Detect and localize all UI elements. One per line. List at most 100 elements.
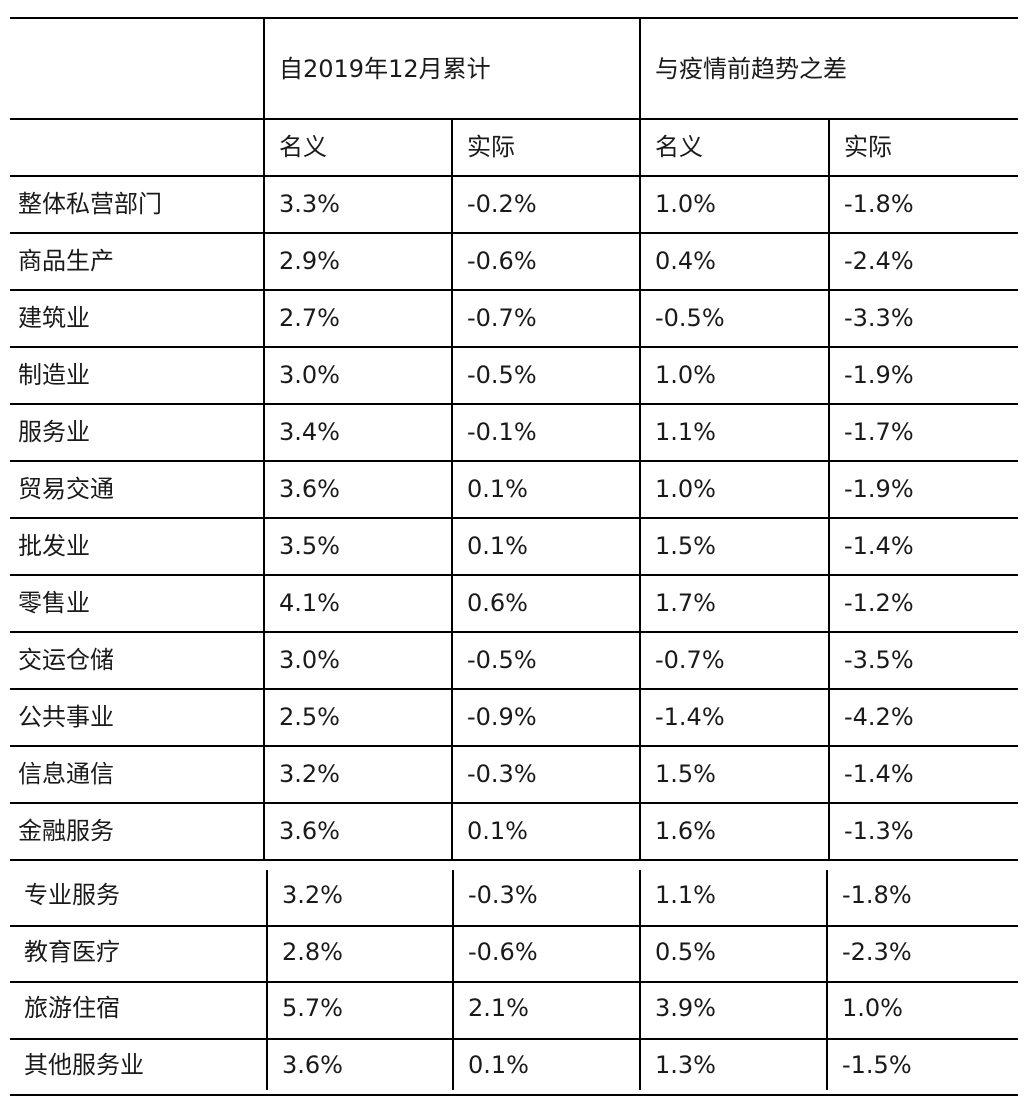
group-header: 与疫情前趋势之差 [655,55,847,83]
value-cell: -1.4% [844,532,914,560]
value-cell: -2.3% [842,938,912,966]
value-cell: -4.2% [844,703,914,731]
row-rule [10,232,1018,234]
value-cell: 4.1% [279,589,340,617]
value-cell: 1.5% [655,760,716,788]
row-rule [10,859,1018,861]
value-cell: 3.0% [279,646,340,674]
row-rule [10,346,1018,348]
row-rule [10,981,1018,983]
row-rule [10,460,1018,462]
row-label: 整体私营部门 [18,190,162,218]
value-cell: 0.1% [467,532,528,560]
value-cell: -3.5% [844,646,914,674]
value-cell: 1.6% [655,817,716,845]
value-cell: 1.0% [655,190,716,218]
value-cell: 0.5% [655,938,716,966]
row-label: 零售业 [18,589,90,617]
row-label: 教育医疗 [24,938,120,966]
value-cell: 1.3% [655,1051,716,1079]
row-rule [10,574,1018,576]
value-cell: -1.7% [844,418,914,446]
value-cell: 1.1% [655,881,716,909]
value-cell: -0.6% [467,247,537,275]
value-cell: -1.9% [844,475,914,503]
column-divider [266,870,268,1090]
value-cell: 2.5% [279,703,340,731]
value-cell: -3.3% [844,304,914,332]
value-cell: -1.4% [655,703,725,731]
row-label: 制造业 [18,361,90,389]
value-cell: -0.7% [655,646,725,674]
value-cell: 2.9% [279,247,340,275]
value-cell: -0.5% [467,361,537,389]
value-cell: -0.6% [468,938,538,966]
row-label: 交运仓储 [18,646,114,674]
value-cell: 0.6% [467,589,528,617]
group-header-rule [10,118,1018,120]
group-header: 自2019年12月累计 [279,55,491,83]
value-cell: 1.7% [655,589,716,617]
value-cell: 3.2% [282,881,343,909]
value-cell: 1.5% [655,532,716,560]
row-label: 商品生产 [18,247,114,275]
row-rule [10,517,1018,519]
value-cell: -0.5% [655,304,725,332]
sub-header-rule [10,175,1018,177]
value-cell: -1.9% [844,361,914,389]
value-cell: 3.6% [282,1051,343,1079]
row-label: 金融服务 [18,817,114,845]
row-label: 贸易交通 [18,475,114,503]
value-cell: 2.7% [279,304,340,332]
value-cell: -0.3% [467,760,537,788]
value-cell: 3.2% [279,760,340,788]
value-cell: 0.4% [655,247,716,275]
value-cell: 3.6% [279,817,340,845]
value-cell: 3.5% [279,532,340,560]
value-cell: -0.9% [467,703,537,731]
value-cell: -0.7% [467,304,537,332]
value-cell: 1.0% [655,361,716,389]
value-cell: 2.1% [468,994,529,1022]
row-rule [10,688,1018,690]
column-divider [828,118,830,859]
value-cell: 3.0% [279,361,340,389]
value-cell: 1.1% [655,418,716,446]
value-cell: 0.1% [468,1051,529,1079]
row-label: 建筑业 [18,304,90,332]
row-rule [10,289,1018,291]
column-divider [452,870,454,1090]
row-rule [10,631,1018,633]
column-divider [639,870,641,1090]
column-divider [826,870,828,1090]
value-cell: 0.1% [467,817,528,845]
value-cell: -0.3% [468,881,538,909]
value-cell: -1.8% [842,881,912,909]
column-divider [451,118,453,859]
value-cell: -1.4% [844,760,914,788]
value-cell: -0.2% [467,190,537,218]
value-cell: 3.9% [655,994,716,1022]
value-cell: 0.1% [467,475,528,503]
row-rule [10,802,1018,804]
row-label: 公共事业 [18,703,114,731]
sub-header: 名义 [655,133,703,161]
row-label: 旅游住宿 [24,994,120,1022]
clipped-text-residue [10,0,390,6]
column-divider [639,17,641,859]
sub-header: 实际 [844,133,892,161]
row-label: 信息通信 [18,760,114,788]
value-cell: -0.5% [467,646,537,674]
value-cell: 3.3% [279,190,340,218]
sub-header: 名义 [279,133,327,161]
value-cell: 2.8% [282,938,343,966]
value-cell: -0.1% [467,418,537,446]
value-cell: 3.4% [279,418,340,446]
value-cell: -1.3% [844,817,914,845]
value-cell: 1.0% [655,475,716,503]
row-label: 专业服务 [24,881,120,909]
value-cell: 5.7% [282,994,343,1022]
table-top-rule [10,17,1018,19]
value-cell: -2.4% [844,247,914,275]
